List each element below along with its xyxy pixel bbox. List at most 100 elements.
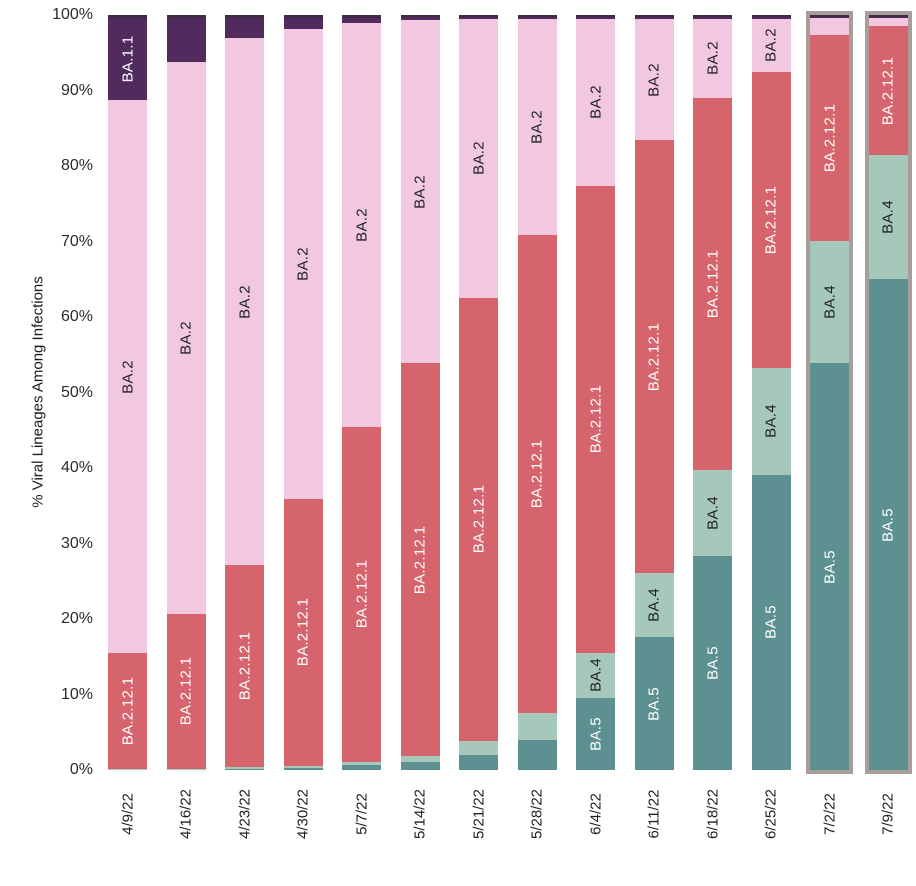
segment-label: BA.4: [762, 404, 780, 439]
segment-label: BA.4: [821, 285, 839, 319]
segment-label: BA.4: [704, 495, 722, 530]
segment-label: BA.5: [762, 605, 780, 640]
bar-column: BA.2.12.1 BA.2 BA.1.1 4/9/22: [108, 15, 147, 870]
bar-segment-ba-2: BA.2: [400, 20, 440, 364]
bar-segment-other: [810, 15, 850, 18]
segment-label: BA.2.12.1: [879, 56, 897, 125]
bar-segment-ba-2: BA.2: [342, 23, 382, 427]
segment-label: BA.5: [587, 716, 605, 751]
bar-segment-ba-4: [342, 761, 382, 766]
bar-segment-ba-2-12-1: BA.2.12.1: [283, 499, 323, 766]
bar-segment-ba-1-1: [400, 17, 440, 21]
bar-segment-other: [225, 15, 265, 19]
bar-segment-other: [166, 15, 206, 19]
stacked-bar: BA.2.12.1 BA.2 BA.1.1: [108, 15, 147, 770]
bar-segment-ba-1-1: BA.1.1: [108, 18, 147, 101]
bar-segment-ba-2: BA.2: [693, 18, 733, 99]
bar-segment-ba-5: BA.5: [693, 555, 733, 770]
bar-column: BA.2.12.1 BA.2 5/7/22: [342, 15, 382, 870]
stacked-bar: BA.2.12.1 BA.2: [225, 15, 265, 770]
segment-label: BA.2: [470, 141, 488, 176]
stacked-bar: BA.2.12.1 BA.2: [166, 15, 206, 770]
bar-segment-ba-5: BA.5: [868, 279, 908, 770]
bar-segment-ba-5: BA.5: [751, 474, 791, 770]
segment-label: BA.2: [704, 41, 722, 76]
plot-area: BA.2.12.1 BA.2 BA.1.1 4/9/22 BA.2.12.1 BA.2 4/…: [108, 15, 908, 870]
bar-segment-ba-1-1: [634, 17, 674, 19]
x-tick-label: 5/21/22: [470, 788, 488, 840]
bar-segment-ba-4: [225, 767, 265, 769]
bar-segment-ba-4: BA.4: [634, 572, 674, 638]
segment-label: BA.4: [587, 658, 605, 693]
bar-segment-ba-4: [108, 768, 147, 770]
bar-column: BA.5 BA.4 BA.2.12.1 BA.2 6/4/22: [576, 15, 616, 870]
segment-label: BA.2.12.1: [470, 485, 488, 554]
segment-label: BA.2: [528, 109, 546, 144]
x-tick-label: 6/18/22: [704, 788, 722, 840]
stacked-bar: BA.2.12.1 BA.2: [459, 15, 499, 770]
x-tick-label: 7/2/22: [821, 793, 839, 835]
bar-segment-ba-1-1: [810, 17, 850, 19]
bar-segment-ba-5: [459, 754, 499, 770]
segment-label: BA.2: [119, 359, 136, 394]
bar-segment-ba-2-12-1: BA.2.12.1: [576, 185, 616, 653]
bar-segment-ba-2: [868, 18, 908, 26]
x-tick-label: 4/30/22: [294, 788, 312, 840]
bar-segment-other: [517, 15, 557, 18]
bar-segment-ba-2-12-1: BA.2.12.1: [693, 98, 733, 470]
segment-label: BA.2.12.1: [821, 103, 839, 173]
stacked-bar: BA.2.12.1 BA.2: [517, 15, 557, 770]
segment-label: BA.2.12.1: [645, 322, 663, 391]
segment-label: BA.5: [879, 507, 897, 542]
segment-label: BA.2.12.1: [119, 676, 136, 746]
segment-label: BA.5: [645, 686, 663, 721]
segment-label: BA.2.12.1: [411, 525, 429, 595]
stacked-bar: BA.5 BA.4 BA.2.12.1 BA.2: [751, 15, 791, 770]
segment-label: BA.2: [236, 284, 254, 319]
y-tick-label: 60%: [60, 308, 93, 325]
bar-segment-other: [868, 15, 908, 18]
x-tick-label: 7/9/22: [879, 793, 897, 835]
bar-segment-ba-1-1: [459, 17, 499, 19]
bar-segment-ba-4: [400, 756, 440, 763]
bar-segment-ba-4: [283, 765, 323, 768]
bar-column: BA.5 BA.4 BA.2.12.1 7/2/22: [810, 15, 850, 870]
segment-label: BA.2.12.1: [704, 249, 722, 319]
x-tick-label: 6/25/22: [762, 788, 780, 840]
bar-segment-ba-5: [108, 769, 147, 770]
x-tick-label: 5/14/22: [411, 788, 429, 840]
stacked-bar: BA.2.12.1 BA.2: [342, 15, 382, 770]
bar-segment-ba-2: BA.2: [166, 61, 206, 615]
bar-segment-ba-5: BA.5: [634, 637, 674, 770]
segment-label: BA.2.12.1: [762, 185, 780, 254]
bar-segment-ba-5: BA.5: [576, 697, 616, 770]
segment-label: BA.2: [353, 208, 371, 242]
bar-segment-ba-5: [400, 762, 440, 770]
y-tick-label: 80%: [60, 157, 93, 174]
segment-label: BA.2.12.1: [294, 597, 312, 667]
y-tick-label: 10%: [60, 685, 93, 703]
segment-label: BA.2.12.1: [236, 631, 254, 701]
bar-segment-ba-4: BA.4: [868, 155, 908, 280]
bar-segment-ba-1-1: [166, 18, 206, 62]
bar-segment-ba-2-12-1: BA.2.12.1: [342, 426, 382, 762]
bar-segment-other: [342, 15, 382, 19]
bar-segment-ba-2-12-1: BA.2.12.1: [108, 653, 147, 769]
bar-segment-ba-2: BA.2: [459, 18, 499, 299]
bar-segment-ba-1-1: [342, 18, 382, 24]
bar-column: BA.2.12.1 BA.2 5/28/22: [517, 15, 557, 870]
stacked-bar: BA.5 BA.4 BA.2.12.1 BA.2: [634, 15, 674, 770]
bar-segment-other: [576, 15, 616, 18]
bar-column: BA.5 BA.4 BA.2.12.1 7/9/22: [868, 15, 908, 870]
segment-label: BA.2: [762, 28, 780, 63]
y-tick-label: 90%: [60, 81, 93, 99]
y-tick-label: 30%: [60, 534, 93, 552]
bar-segment-ba-5: BA.5: [810, 363, 850, 770]
bar-segment-ba-1-1: [693, 17, 733, 19]
bar-segment-ba-4: BA.4: [576, 653, 616, 698]
bar-column: BA.2.12.1 BA.2 5/21/22: [459, 15, 499, 870]
y-tick-label: 40%: [60, 459, 93, 476]
bar-segment-ba-5: [225, 768, 265, 770]
bar-segment-other: [459, 15, 499, 18]
